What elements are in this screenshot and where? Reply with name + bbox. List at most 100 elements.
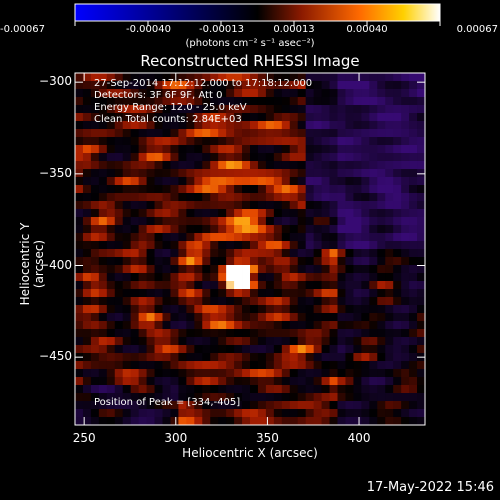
heatmap-cell xyxy=(75,153,84,162)
heatmap-cell xyxy=(313,89,322,98)
heatmap-cell xyxy=(242,129,251,138)
heatmap-cell xyxy=(385,297,394,306)
heatmap-cell xyxy=(361,361,370,370)
heatmap-cell xyxy=(186,369,195,378)
heatmap-cell xyxy=(170,321,179,330)
heatmap-cell xyxy=(242,321,251,330)
heatmap-cell xyxy=(130,257,140,266)
heatmap-cell xyxy=(385,193,394,202)
heatmap-cell xyxy=(313,121,322,130)
heatmap-cell xyxy=(393,329,402,338)
heatmap-cell xyxy=(377,289,386,298)
heatmap-cell xyxy=(170,281,179,290)
heatmap-cell xyxy=(82,353,92,362)
heatmap-cell xyxy=(154,401,163,410)
heatmap-cell xyxy=(242,249,251,258)
heatmap-cell xyxy=(202,209,211,218)
heatmap-cell xyxy=(75,225,84,234)
heatmap-cell xyxy=(162,257,171,266)
heatmap-cell xyxy=(122,257,132,266)
heatmap-cell xyxy=(210,161,219,170)
heatmap-cell xyxy=(297,193,307,202)
heatmap-cell xyxy=(377,153,386,162)
heatmap-cell xyxy=(401,153,410,162)
heatmap-cell xyxy=(321,201,330,210)
heatmap-cell xyxy=(313,345,322,354)
heatmap-cell xyxy=(250,73,259,82)
heatmap-cell xyxy=(393,273,402,282)
heatmap-cell xyxy=(353,105,362,114)
heatmap-cell xyxy=(353,129,362,138)
heatmap-cell xyxy=(345,193,354,202)
heatmap-cell xyxy=(75,289,84,298)
heatmap-cell xyxy=(393,225,402,234)
heatmap-cell xyxy=(409,161,418,170)
heatmap-cell xyxy=(353,297,362,306)
heatmap-cell xyxy=(202,121,211,130)
y-tick-label: −450 xyxy=(39,349,72,364)
heatmap-cell xyxy=(98,209,108,218)
heatmap-cell xyxy=(122,313,132,322)
heatmap-cell xyxy=(218,97,227,106)
heatmap-cell xyxy=(297,153,307,162)
heatmap-cell xyxy=(210,353,219,362)
heatmap-cell xyxy=(273,129,283,138)
heatmap-cell xyxy=(138,105,147,114)
heatmap-cell xyxy=(162,409,171,418)
heatmap-cell xyxy=(369,353,378,362)
heatmap-cell xyxy=(305,257,315,266)
heatmap-cell xyxy=(186,265,195,274)
heatmap-cell xyxy=(202,345,211,354)
heatmap-cell xyxy=(114,233,124,242)
heatmap-cell xyxy=(218,329,227,338)
heatmap-cell xyxy=(353,225,362,234)
heatmap-cell xyxy=(210,169,219,178)
heatmap-cell xyxy=(170,273,179,282)
heatmap-cell xyxy=(345,145,354,154)
heatmap-cell xyxy=(250,297,259,306)
heatmap-cell xyxy=(226,121,235,130)
heatmap-cell xyxy=(401,233,410,242)
heatmap-cell xyxy=(218,401,227,410)
heatmap-cell xyxy=(138,73,147,82)
heatmap-cell xyxy=(385,73,394,82)
heatmap-cell xyxy=(321,137,330,146)
heatmap-cell xyxy=(130,153,140,162)
heatmap-cell xyxy=(218,289,227,298)
axis-ticks xyxy=(75,73,425,425)
heatmap-cell xyxy=(385,113,394,122)
heatmap-cell xyxy=(146,233,155,242)
heatmap-cell xyxy=(281,409,291,418)
heatmap-cell xyxy=(401,417,410,426)
heatmap-cell xyxy=(138,113,147,122)
heatmap-cell xyxy=(361,73,370,82)
heatmap-cell xyxy=(106,185,116,194)
heatmap-cell xyxy=(130,265,140,274)
heatmap-cell xyxy=(305,225,315,234)
heatmap-cell xyxy=(75,105,84,114)
heatmap-cell xyxy=(329,281,338,290)
heatmap-cell xyxy=(257,97,267,106)
heatmap-cell xyxy=(186,73,195,82)
heatmap-cell xyxy=(401,225,410,234)
heatmap-cell xyxy=(114,161,124,170)
heatmap-cell xyxy=(122,233,132,242)
heatmap-cell xyxy=(345,73,354,82)
heatmap-cell xyxy=(218,249,227,258)
heatmap-cell xyxy=(234,321,243,330)
heatmap-cell xyxy=(353,305,362,314)
heatmap-cell xyxy=(202,233,211,242)
heatmap-cell xyxy=(98,145,108,154)
heatmap-cell xyxy=(353,313,362,322)
heatmap-cell xyxy=(106,233,116,242)
heatmap-cell xyxy=(337,121,346,130)
heatmap-cell xyxy=(218,273,227,282)
heatmap-cell xyxy=(289,305,299,314)
heatmap-cell xyxy=(337,137,346,146)
heatmap-cell xyxy=(289,153,299,162)
heatmap-cell xyxy=(265,89,275,98)
heatmap-cell xyxy=(273,385,283,394)
heatmap-cell xyxy=(114,145,124,154)
heatmap-cell xyxy=(146,265,155,274)
footer-date: 17-May-2022 15:46 xyxy=(366,480,494,495)
